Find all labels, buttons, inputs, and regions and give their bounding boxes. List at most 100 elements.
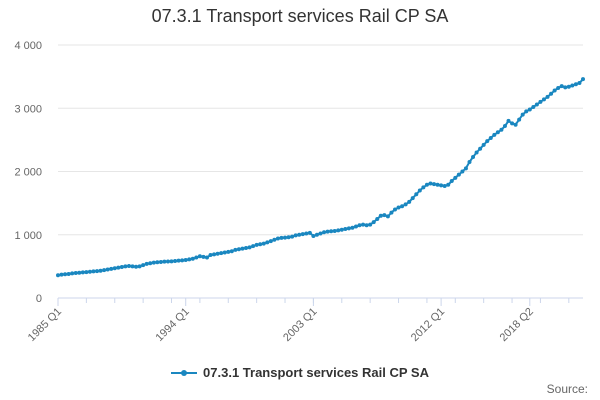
data-point xyxy=(66,271,71,276)
data-point xyxy=(541,97,546,102)
legend-line-marker-icon xyxy=(171,369,198,376)
data-point xyxy=(84,270,89,275)
data-point xyxy=(134,264,139,269)
data-point xyxy=(176,258,181,263)
data-point xyxy=(502,123,507,128)
data-point xyxy=(197,254,202,259)
data-point xyxy=(392,207,397,212)
data-point xyxy=(566,84,571,89)
x-tick-label: 2003 Q1 xyxy=(281,306,319,344)
data-point xyxy=(219,251,224,256)
y-tick-label: 3 000 xyxy=(14,103,42,115)
data-point xyxy=(286,235,291,240)
data-point xyxy=(63,272,68,277)
data-point xyxy=(187,257,192,262)
data-point xyxy=(261,241,266,246)
data-point xyxy=(283,235,288,240)
data-point xyxy=(77,270,82,275)
series-plot xyxy=(56,77,585,278)
data-point xyxy=(407,199,412,204)
data-point xyxy=(492,132,497,137)
data-point xyxy=(446,182,451,187)
data-point xyxy=(244,246,249,251)
data-point xyxy=(162,259,167,264)
legend-item[interactable]: 07.3.1 Transport services Rail CP SA xyxy=(171,365,429,380)
data-point xyxy=(297,232,302,237)
y-tick-label: 0 xyxy=(36,293,42,305)
data-point xyxy=(180,258,185,263)
data-point xyxy=(332,228,337,233)
data-point xyxy=(300,232,305,237)
data-point xyxy=(247,245,252,250)
data-point xyxy=(364,223,369,228)
data-point xyxy=(471,154,476,159)
data-point xyxy=(275,236,280,241)
data-point xyxy=(141,263,146,268)
data-point xyxy=(222,250,227,255)
data-point xyxy=(552,88,557,93)
y-tick-label: 2 000 xyxy=(14,167,42,179)
data-point xyxy=(410,196,415,201)
data-point xyxy=(499,127,504,132)
data-point xyxy=(251,244,256,249)
data-point xyxy=(573,82,578,87)
data-point xyxy=(95,269,100,274)
data-point xyxy=(577,80,582,85)
data-point xyxy=(304,231,309,236)
data-point xyxy=(570,83,575,88)
data-point xyxy=(389,210,394,215)
data-point xyxy=(290,234,295,239)
data-point xyxy=(59,272,64,277)
data-point xyxy=(183,258,188,263)
legend: 07.3.1 Transport services Rail CP SA xyxy=(0,365,600,381)
data-point xyxy=(400,204,405,209)
data-point xyxy=(375,216,380,221)
data-point xyxy=(495,130,500,135)
data-point xyxy=(563,85,568,90)
data-point xyxy=(527,107,532,112)
data-point xyxy=(73,271,78,276)
data-point xyxy=(91,269,96,274)
data-point xyxy=(488,135,493,140)
source-label[interactable]: Source: xyxy=(546,382,588,396)
data-point xyxy=(357,223,362,228)
data-point xyxy=(87,269,92,274)
data-point xyxy=(265,240,270,245)
data-point xyxy=(322,230,327,235)
y-axis: 0 1 000 2 000 3 000 4 000 xyxy=(14,40,42,305)
data-point xyxy=(279,235,284,240)
data-point xyxy=(350,225,355,230)
data-point xyxy=(130,264,135,269)
data-point xyxy=(439,183,444,188)
data-point xyxy=(534,102,539,107)
data-point xyxy=(556,86,561,91)
data-point xyxy=(545,94,550,99)
data-point xyxy=(325,229,330,234)
data-point xyxy=(481,142,486,147)
data-point xyxy=(343,227,348,232)
data-point xyxy=(151,260,156,265)
data-point xyxy=(385,214,390,219)
y-tick-label: 1 000 xyxy=(14,230,42,242)
data-point xyxy=(318,231,323,236)
data-point xyxy=(293,233,298,238)
data-point xyxy=(123,264,128,269)
data-point xyxy=(336,228,341,233)
data-point xyxy=(169,259,174,264)
x-axis: 1985 Q1 1994 Q1 2003 Q1 2012 Q1 2018 Q2 xyxy=(26,297,583,344)
data-point xyxy=(460,169,465,174)
data-point xyxy=(417,188,422,193)
data-point xyxy=(137,264,142,269)
data-point xyxy=(229,249,234,254)
x-tick-label: 1985 Q1 xyxy=(26,306,64,344)
data-point xyxy=(215,251,220,256)
data-point xyxy=(346,226,351,231)
data-point xyxy=(485,139,490,144)
data-point xyxy=(414,192,419,197)
y-tick-label: 4 000 xyxy=(14,40,42,52)
data-point xyxy=(240,246,245,251)
data-point xyxy=(165,259,170,264)
data-point xyxy=(307,230,312,235)
data-point xyxy=(155,260,160,265)
data-point xyxy=(116,265,121,270)
